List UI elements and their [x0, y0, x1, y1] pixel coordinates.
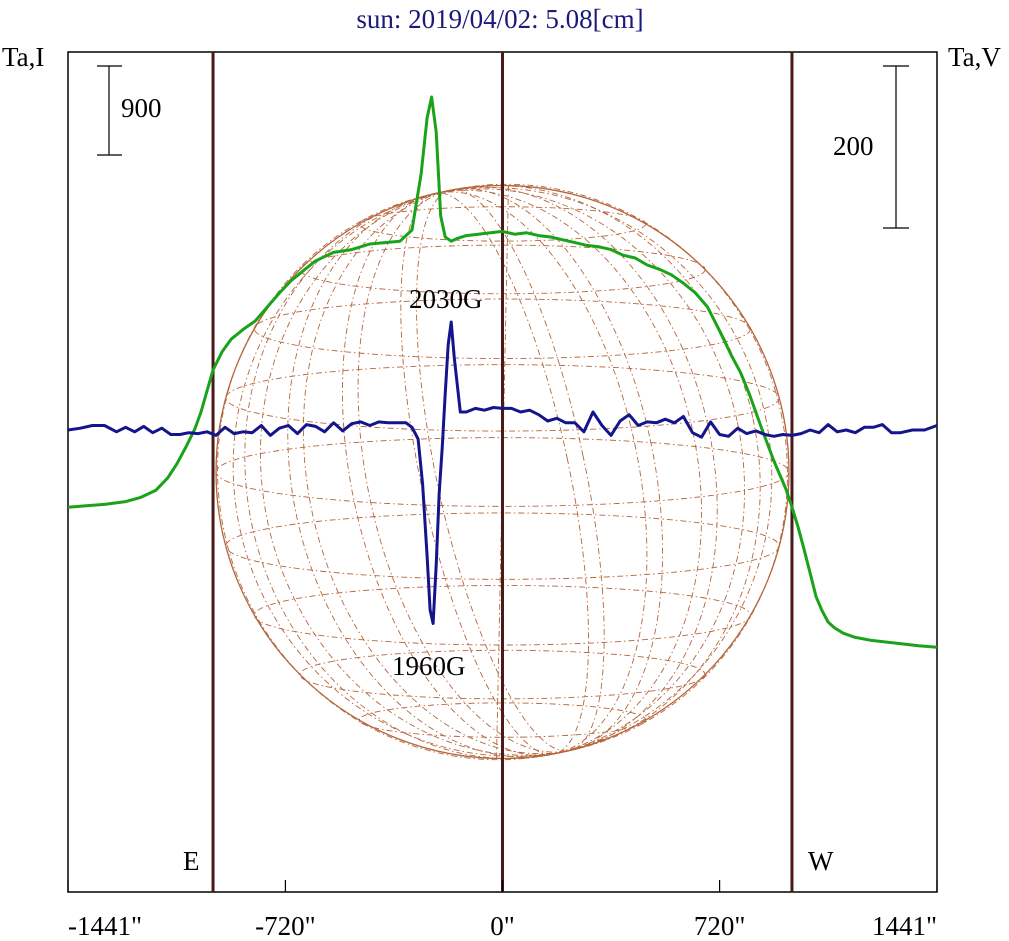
longitude-line — [217, 187, 773, 761]
longitude-line — [357, 188, 664, 753]
right-scale-bar — [883, 65, 909, 229]
longitude-line — [232, 183, 788, 757]
latitude-line — [358, 206, 647, 242]
west-limb-label: W — [808, 846, 834, 876]
left-scale-bar — [97, 65, 122, 156]
chart-title: sun: 2019/04/02: 5.08[cm] — [356, 4, 643, 34]
left-scale-bar-label: 900 — [121, 93, 162, 123]
x-tick-label: 720" — [694, 911, 746, 941]
latitude-line — [358, 702, 647, 738]
right-scale-bar-label: 200 — [833, 131, 874, 161]
longitude-line — [400, 192, 589, 755]
x-tick-label: -720" — [255, 911, 316, 941]
series-stokes-v-line — [67, 320, 938, 625]
annotation-1960g: 1960G — [392, 651, 466, 681]
latitude-line — [225, 512, 780, 580]
x-tick-label: 1441" — [872, 911, 937, 941]
left-axis-label: Ta,I — [2, 42, 44, 72]
right-axis-label: Ta,V — [948, 42, 1001, 72]
x-tick-label: 0" — [490, 911, 515, 941]
series-stokes-i-line — [67, 95, 938, 649]
annotation-2030g: 2030G — [409, 284, 483, 314]
east-limb-label: E — [183, 846, 200, 876]
x-tick-label: -1441" — [68, 911, 142, 941]
latitude-line — [225, 364, 780, 432]
longitude-line — [341, 191, 648, 756]
longitude-line — [416, 189, 605, 752]
